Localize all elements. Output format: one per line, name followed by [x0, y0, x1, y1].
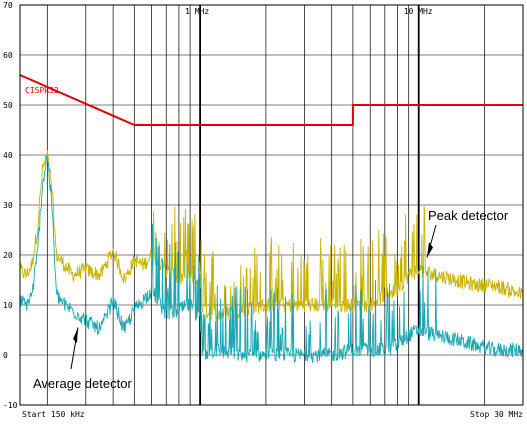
start-frequency-label: Start 150 kHz	[22, 410, 85, 419]
peak-detector-annotation: Peak detector	[428, 208, 509, 223]
x-axis-ticks: 1 MHz 10 MHz	[185, 7, 433, 16]
y-tick-label: 10	[3, 301, 13, 310]
y-axis-ticks: 70 60 50 40 30 20 10 0 -10	[3, 1, 18, 410]
plot-frame	[19, 4, 524, 406]
y-tick-label: 70	[3, 1, 13, 10]
average-detector-annotation: Average detector	[33, 376, 132, 391]
series-group	[19, 150, 524, 364]
y-tick-label: 0	[3, 351, 8, 360]
chart-grid	[20, 5, 523, 405]
y-tick-label: 20	[3, 251, 13, 260]
stop-frequency-label: Stop 30 MHz	[470, 410, 523, 419]
limit-line-label: CISPR32	[25, 86, 59, 95]
limit-line-group: CISPR32	[19, 74, 523, 126]
y-tick-label: -10	[3, 401, 18, 410]
y-tick-label: 60	[3, 51, 13, 60]
x-tick-label: 10 MHz	[404, 7, 433, 16]
y-tick-label: 50	[3, 101, 13, 110]
x-tick-label: 1 MHz	[185, 7, 209, 16]
limit-line	[19, 74, 523, 126]
y-tick-label: 30	[3, 201, 13, 210]
peak-annotation-arrowhead	[427, 242, 433, 258]
average-annotation-arrowhead	[73, 327, 78, 343]
series-line-peak	[19, 150, 524, 322]
y-tick-label: 40	[3, 151, 13, 160]
annotations-group: Peak detector Average detector	[33, 208, 509, 391]
series-line-average	[19, 155, 524, 364]
